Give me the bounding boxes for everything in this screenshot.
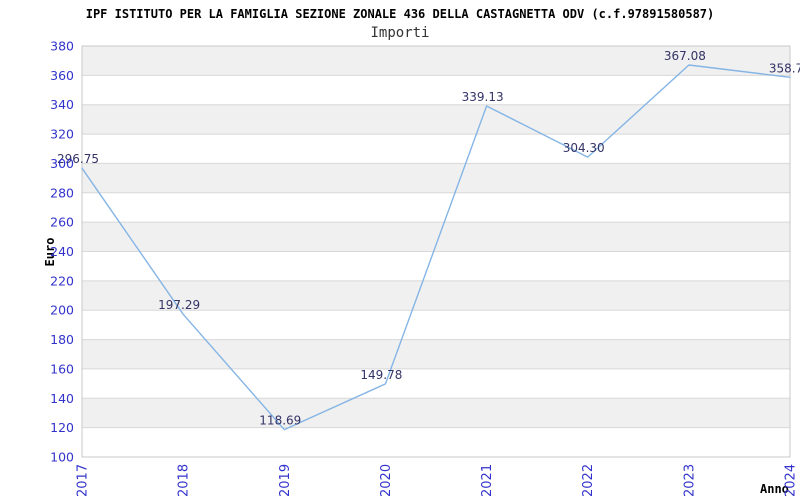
x-tick-label: 2023 <box>682 464 697 497</box>
y-tick-label: 200 <box>50 303 74 318</box>
y-tick-label: 180 <box>50 332 74 347</box>
y-tick-label: 340 <box>50 97 74 112</box>
x-tick-label: 2020 <box>379 464 394 497</box>
data-line <box>81 64 791 431</box>
grid-band <box>82 104 790 135</box>
point-label: 149.78 <box>360 368 402 382</box>
grid-band <box>82 192 790 223</box>
grid-band <box>82 251 790 281</box>
x-tick-label: 2017 <box>76 464 91 497</box>
y-tick-label: 380 <box>50 39 74 54</box>
grid-band <box>82 134 790 164</box>
y-tick-label: 140 <box>50 391 74 406</box>
grid-band <box>82 163 790 193</box>
point-label: 358.7 <box>769 61 800 75</box>
y-tick-label: 220 <box>50 273 74 288</box>
y-tick-label: 120 <box>50 420 74 435</box>
point-label: 367.08 <box>664 49 706 63</box>
grid-band <box>82 75 790 105</box>
point-label: 296.75 <box>57 152 99 166</box>
grid-band <box>82 368 790 399</box>
plot-border <box>81 45 791 458</box>
y-tick-label: 100 <box>50 450 74 465</box>
y-tick-label: 260 <box>50 215 74 230</box>
grid-band <box>82 398 790 428</box>
y-tick-label: 160 <box>50 361 74 376</box>
grid-band <box>82 222 790 252</box>
grid-band <box>82 310 790 340</box>
x-tick-label: 2018 <box>177 464 192 497</box>
y-tick-label: 320 <box>50 127 74 142</box>
point-label: 304.30 <box>563 141 605 155</box>
grid-band <box>82 280 790 311</box>
y-tick-label: 300 <box>50 156 74 171</box>
chart-title: IPF ISTITUTO PER LA FAMIGLIA SEZIONE ZON… <box>85 7 715 21</box>
x-tick-label: 2021 <box>480 464 495 497</box>
x-tick-label: 2024 <box>784 464 799 497</box>
chart-subtitle: Importi <box>370 25 430 41</box>
x-axis-title: Anno <box>760 482 789 496</box>
point-label: 339.13 <box>462 90 504 104</box>
y-tick-label: 240 <box>50 244 74 259</box>
grid-band <box>82 427 790 457</box>
y-tick-label: 280 <box>50 185 74 200</box>
x-tick-label: 2019 <box>278 464 293 497</box>
x-tick-label: 2022 <box>581 464 596 497</box>
grid-band <box>82 339 790 369</box>
point-label: 118.69 <box>259 414 301 428</box>
grid-band <box>82 46 790 76</box>
y-tick-label: 360 <box>50 68 74 83</box>
point-label: 197.29 <box>158 298 200 312</box>
